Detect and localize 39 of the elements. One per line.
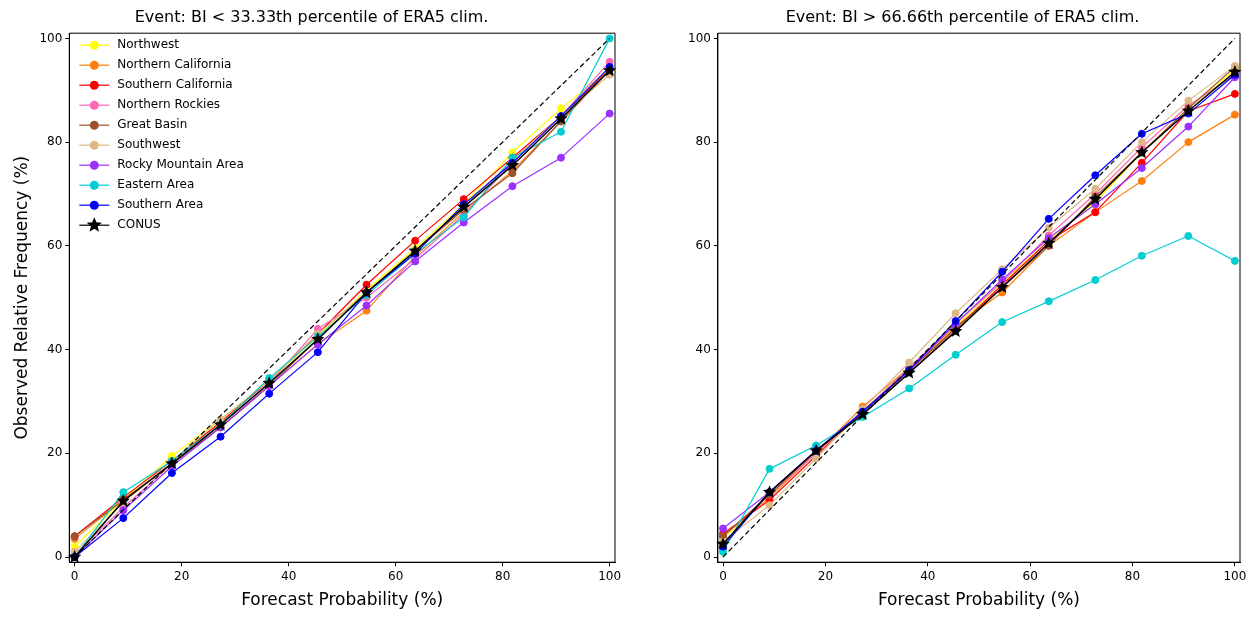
legend-label: Northwest	[117, 37, 180, 52]
y-tick-label: 0	[703, 549, 711, 564]
chart-title: Event: BI > 66.66th percentile of ERA5 clim.	[785, 6, 1140, 26]
x-tick-label: 40	[281, 568, 297, 583]
x-tick-label: 80	[495, 568, 511, 583]
x-tick-label: 100	[598, 568, 622, 583]
y-tick-label: 60	[695, 237, 711, 252]
x-tick-label: 0	[70, 568, 79, 583]
x-tick-label: 40	[920, 568, 936, 583]
legend-label: Southern California	[117, 77, 233, 92]
x-tick-label: 20	[174, 568, 190, 583]
y-tick-label: 0	[54, 549, 63, 564]
y-tick-label: 40	[47, 341, 63, 356]
x-tick-label: 60	[1022, 568, 1038, 583]
y-axis-title: Observed Relative Frequency (%)	[10, 155, 31, 440]
y-tick-label: 20	[695, 445, 711, 460]
y-tick-label: 80	[695, 134, 711, 149]
x-axis-title: Forecast Probability (%)	[877, 589, 1080, 610]
legend-label: Southwest	[117, 137, 181, 152]
legend-label: Northern California	[117, 57, 232, 72]
legend-label: Great Basin	[117, 117, 188, 132]
x-tick-label: 0	[719, 568, 727, 583]
y-tick-label: 80	[47, 134, 63, 149]
x-tick-label: 20	[817, 568, 834, 583]
chart-title: Event: BI < 33.33th percentile of ERA5 clim.	[134, 6, 489, 26]
x-tick-label: 100	[1223, 568, 1247, 583]
y-tick-label: 20	[47, 445, 63, 460]
y-tick-label: 60	[47, 237, 63, 252]
legend-label: Eastern Area	[117, 177, 195, 192]
x-tick-label: 60	[388, 568, 404, 583]
y-tick-label: 40	[695, 341, 711, 356]
legend-label: Rocky Mountain Area	[117, 157, 244, 172]
x-axis-title: Forecast Probability (%)	[241, 589, 444, 610]
y-tick-label: 100	[688, 30, 711, 45]
legend-label: Southern Area	[117, 197, 204, 212]
legend-label: Northern Rockies	[117, 97, 221, 112]
legend-label: CONUS	[117, 217, 161, 232]
y-tick-label: 100	[39, 30, 63, 45]
x-tick-label: 80	[1124, 568, 1141, 583]
